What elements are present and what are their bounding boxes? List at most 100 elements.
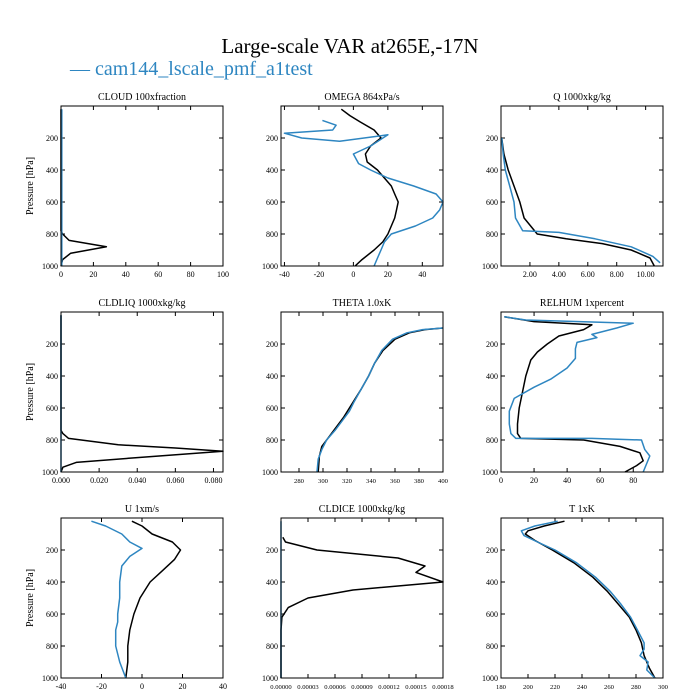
panel-title: THETA 1.0xK: [333, 298, 392, 309]
y-tick-label: 400: [46, 372, 58, 381]
y-tick-label: 400: [46, 166, 58, 175]
x-tick-label: 10.00: [637, 270, 655, 279]
x-tick-label: 0.060: [166, 476, 184, 485]
x-tick-label: 0.040: [128, 476, 146, 485]
series-line-blue: [91, 520, 143, 679]
y-tick-label: 600: [46, 198, 58, 207]
y-axis-label: Pressure [hPa]: [25, 157, 36, 215]
x-tick-label: 100: [217, 270, 229, 279]
panel-title: CLDICE 1000xkg/kg: [319, 504, 405, 515]
series-line-black: [504, 316, 644, 473]
panel-4: CLDLIQ 1000xkg/kg Pressure [hPa] 0.000 0.02…: [25, 298, 224, 485]
series-line-black: [60, 315, 224, 473]
x-tick-label: 260: [604, 684, 615, 691]
series-line-blue: [316, 327, 444, 473]
x-tick-label: 20: [89, 270, 97, 279]
y-tick-label: 200: [266, 134, 278, 143]
panel-6: RELHUM 1xpercent 0 20 40 60 80 200 400 600 800 100…: [482, 298, 664, 485]
y-tick-label: 1000: [262, 262, 278, 271]
x-tick-label: 200: [523, 684, 534, 691]
plot-frame: [500, 517, 664, 679]
x-tick-label: -40: [56, 682, 67, 691]
plot-frame: [60, 105, 224, 267]
plot-frame: [280, 517, 444, 679]
y-tick-label: 200: [266, 340, 278, 349]
x-tick-label: 300: [658, 684, 669, 691]
y-tick-label: 1000: [42, 674, 58, 683]
x-tick-label: 20: [179, 682, 187, 691]
x-tick-label: 380: [414, 478, 425, 485]
x-tick-label: 0.080: [204, 476, 222, 485]
panel-1: CLOUD 100xfraction Pressure [hPa] 0 20 40 60 8…: [25, 92, 229, 279]
plot-frame: [500, 311, 664, 473]
y-tick-label: 400: [486, 578, 498, 587]
x-tick-label: 0.00000: [270, 684, 292, 691]
y-tick-label: 200: [46, 546, 58, 555]
x-tick-label: 0.00009: [351, 684, 373, 691]
y-tick-label: 800: [46, 642, 58, 651]
panel-title: U 1xm/s: [125, 504, 159, 515]
x-tick-label: -40: [279, 270, 290, 279]
y-tick-label: 400: [486, 166, 498, 175]
panel-title: Q 1000xkg/kg: [553, 92, 611, 103]
y-tick-label: 800: [46, 436, 58, 445]
y-tick-label: 1000: [482, 674, 498, 683]
y-tick-label: 1000: [262, 674, 278, 683]
y-tick-label: 600: [266, 610, 278, 619]
y-axis-label: Pressure [hPa]: [25, 569, 36, 627]
x-tick-label: 300: [318, 478, 329, 485]
x-tick-label: 20: [384, 270, 392, 279]
y-tick-label: 1000: [262, 468, 278, 477]
x-tick-label: 80: [187, 270, 195, 279]
x-tick-label: -20: [96, 682, 107, 691]
plot-frame: [500, 105, 664, 267]
x-tick-label: 360: [390, 478, 401, 485]
x-tick-label: 220: [550, 684, 561, 691]
plot-frame: [60, 311, 224, 473]
y-tick-label: 400: [266, 372, 278, 381]
series-line-blue: [520, 520, 656, 679]
x-tick-label: 0.000: [52, 476, 70, 485]
x-tick-label: 2.00: [523, 270, 537, 279]
y-tick-label: 200: [46, 134, 58, 143]
x-tick-label: 0.00006: [324, 684, 346, 691]
y-tick-label: 800: [486, 230, 498, 239]
y-tick-label: 600: [486, 610, 498, 619]
x-tick-label: 240: [577, 684, 588, 691]
y-tick-label: 400: [486, 372, 498, 381]
x-tick-label: 40: [122, 270, 130, 279]
series-line-blue: [504, 316, 651, 473]
x-tick-label: 280: [294, 478, 305, 485]
y-tick-label: 200: [486, 546, 498, 555]
x-tick-label: 180: [496, 684, 507, 691]
x-tick-label: 60: [154, 270, 162, 279]
panel-9: T 1xK 180 200 220 240 260 280 300 200 400 600 800 10…: [482, 504, 669, 691]
y-tick-label: 600: [486, 404, 498, 413]
x-tick-label: 340: [366, 478, 377, 485]
y-tick-label: 600: [266, 404, 278, 413]
y-tick-label: 600: [266, 198, 278, 207]
y-tick-label: 800: [486, 642, 498, 651]
y-tick-label: 1000: [482, 468, 498, 477]
series-line-blue: [500, 137, 661, 264]
plot-frame: [280, 105, 444, 267]
y-tick-label: 400: [266, 166, 278, 175]
x-tick-label: 80: [629, 476, 637, 485]
x-tick-label: 0: [59, 270, 63, 279]
panel-2: OMEGA 864xPa/s -40 -20 0 20 40 200 400 600 800 100…: [262, 92, 444, 279]
panel-5: THETA 1.0xK 280 300 320 340 360 380 400 200 400 60…: [262, 298, 449, 485]
y-tick-label: 200: [486, 340, 498, 349]
series-line-black: [317, 327, 444, 473]
y-tick-label: 1000: [42, 262, 58, 271]
x-tick-label: 20: [530, 476, 538, 485]
legend-line-symbol: —: [70, 58, 90, 80]
y-tick-label: 400: [46, 578, 58, 587]
figure-title: Large-scale VAR at265E,-17N: [221, 34, 479, 58]
x-tick-label: 0.00018: [432, 684, 454, 691]
y-axis-label: Pressure [hPa]: [25, 363, 36, 421]
series-line-black: [60, 109, 108, 267]
x-tick-label: 0: [351, 270, 355, 279]
x-tick-label: 400: [438, 478, 449, 485]
plot-frame: [60, 517, 224, 679]
